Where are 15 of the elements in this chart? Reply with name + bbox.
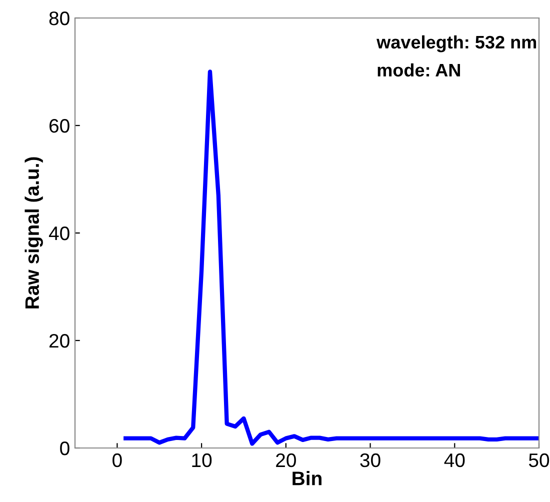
x-tick-label: 20 [276,453,296,468]
y-tick-label: 0 [60,441,70,456]
x-tick-label: 0 [112,453,122,468]
y-tick-label: 20 [49,334,70,348]
x-tick-label: 50 [528,453,550,468]
y-tick-label: 40 [48,226,70,240]
x-axis-title: Bin [292,470,322,486]
y-tick-label: 60 [50,118,70,133]
annotation: mode: AN [378,63,460,77]
x-tick-label: 30 [360,453,380,468]
y-axis-title: Raw signal (a.u.) [24,157,43,308]
x-tick-label: 10 [192,453,212,468]
annotation: wavelegth: 532 nm [376,35,536,52]
x-tick-label: 40 [444,453,465,468]
y-tick-label: 80 [49,11,70,26]
